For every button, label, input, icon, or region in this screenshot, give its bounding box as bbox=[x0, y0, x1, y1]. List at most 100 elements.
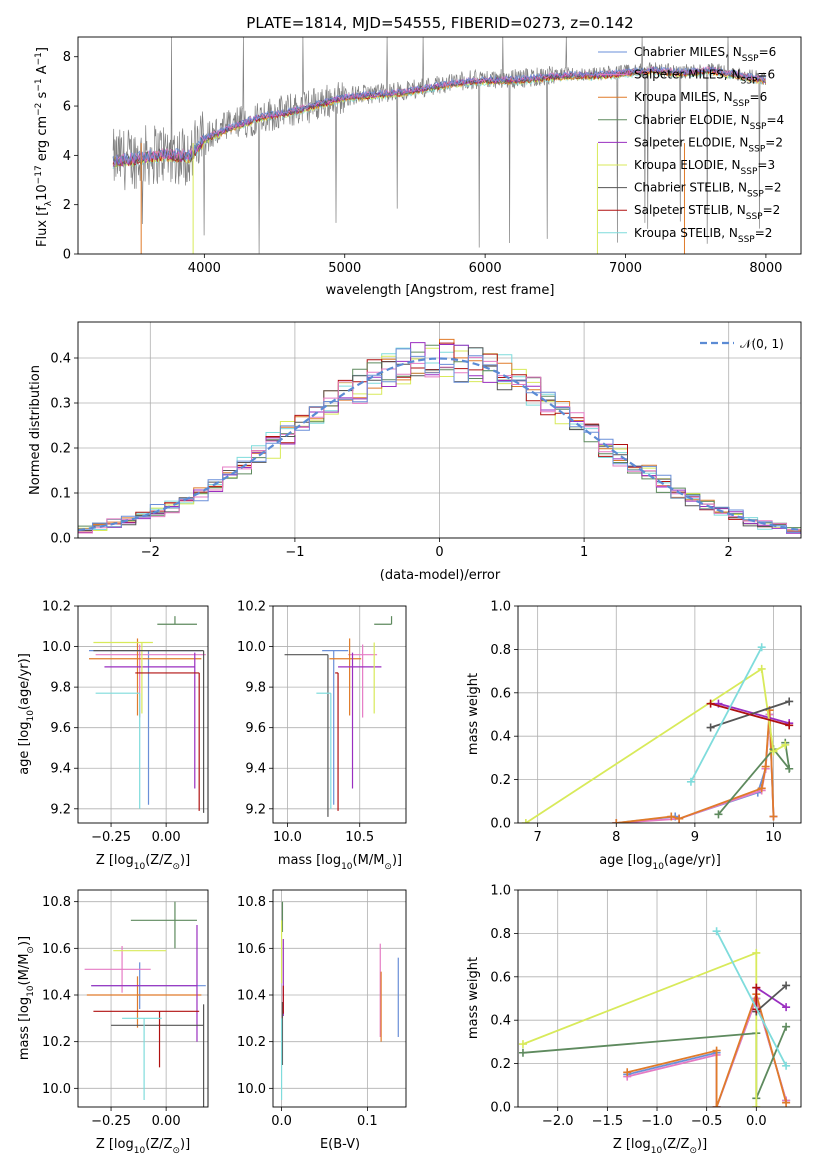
x-tick-label: 0 bbox=[435, 545, 443, 560]
plot-area-mass_vs_ebv bbox=[273, 890, 406, 1107]
y-tick-label: 10.2 bbox=[42, 1035, 71, 1050]
axes-frame bbox=[272, 605, 407, 824]
series-marker-kroupa_elodie bbox=[781, 740, 790, 749]
axes-frame bbox=[77, 36, 802, 255]
series-marker-kroupa_miles bbox=[769, 812, 778, 821]
plot-area-spectrum bbox=[112, 37, 766, 254]
y-tick-label: 9.6 bbox=[245, 721, 266, 736]
histogram-chabrier_miles bbox=[78, 348, 801, 533]
model-spectrum-chabrier_miles bbox=[112, 66, 766, 166]
series-marker-chabrier_stelib bbox=[785, 697, 794, 706]
x-axis-label-part: 10 bbox=[652, 862, 664, 872]
histogram-salpeter_elodie bbox=[78, 342, 801, 534]
series-marker-kroupa_elodie bbox=[769, 747, 778, 756]
y-tick-label: 8 bbox=[63, 50, 71, 65]
y-axis-label: mass [log10(M/M⊙)] bbox=[17, 936, 36, 1060]
y-tick-label: 10.8 bbox=[237, 895, 266, 910]
y-tick-label: 0.4 bbox=[490, 730, 511, 745]
y-axis-label-part: ⊙ bbox=[26, 946, 36, 954]
axes-age_vs_mass: 10.0 10.5 9.2 9.4 9.6 9.8 10.0 10.2 bbox=[237, 600, 407, 845]
series-line-kroupa_stelib bbox=[690, 646, 763, 783]
plot-area-age_vs_mass bbox=[273, 606, 406, 823]
y-axis-label-part: 10 bbox=[26, 710, 36, 722]
y-tick-label: 10.6 bbox=[42, 942, 71, 957]
y-tick-label: 0.8 bbox=[490, 643, 511, 658]
x-axis-label: Z [log10(Z/Z⊙)] bbox=[96, 1137, 190, 1156]
legend-label-part: Kroupa MILES, N bbox=[634, 90, 733, 104]
legend-label-part: Chabrier STELIB, N bbox=[634, 181, 747, 195]
y-tick-label: 10.8 bbox=[42, 895, 71, 910]
y-axis-label-part: ] bbox=[35, 47, 50, 52]
y-tick-label: 9.2 bbox=[245, 802, 266, 817]
legend-label: Salpeter MILES, NSSP=6 bbox=[634, 68, 775, 87]
y-tick-label: 9.6 bbox=[50, 721, 71, 736]
y-tick-label: 10.4 bbox=[237, 989, 266, 1004]
plot-area-mass_vs_z bbox=[78, 890, 208, 1107]
series-marker-kroupa_elodie bbox=[752, 1103, 761, 1107]
legend-label-part: =4 bbox=[766, 113, 784, 127]
x-tick-label: 0.0 bbox=[271, 1114, 292, 1129]
y-tick-label: 0.6 bbox=[490, 686, 511, 701]
y-tick-label: 0.4 bbox=[490, 1014, 511, 1029]
series-marker-kroupa_miles bbox=[623, 1068, 632, 1077]
x-tick-label: 7000 bbox=[609, 261, 642, 276]
x-axis-label: Z [log10(Z/Z⊙)] bbox=[96, 853, 190, 872]
legend-label: Salpeter STELIB, NSSP=2 bbox=[634, 203, 780, 222]
series-marker-chabrier_elodie bbox=[782, 1022, 791, 1031]
y-axis-label-part: 10 bbox=[26, 985, 36, 997]
legend-label-part: SSP bbox=[750, 122, 767, 132]
series-line-kroupa_miles bbox=[626, 991, 787, 1107]
y-axis-label: Flux [fλ10−17 erg cm−2 s−1 A−1] bbox=[34, 47, 54, 247]
legend-label-part: =6 bbox=[757, 68, 775, 82]
chart-title: PLATE=1814, MJD=54555, FIBERID=0273, z=0… bbox=[246, 14, 633, 32]
y-tick-label: 9.4 bbox=[50, 762, 71, 777]
axes-age_vs_z: −0.25 0.00 9.2 9.4 9.6 9.8 10.0 10.2 bbox=[42, 600, 209, 845]
y-tick-label: 0.2 bbox=[490, 1057, 511, 1072]
y-axis-label-part: Flux [f bbox=[35, 206, 50, 247]
y-tick-label: 1.0 bbox=[490, 884, 511, 899]
legend-label-part: Salpeter STELIB, N bbox=[634, 203, 746, 217]
series-marker-chabrier_elodie bbox=[714, 810, 723, 819]
series-marker-kroupa_elodie bbox=[752, 948, 761, 957]
y-axis-label-part: A bbox=[35, 65, 50, 78]
axes-mass_vs_ebv: 0.0 0.1 10.0 10.2 10.4 10.6 10.8 bbox=[237, 889, 407, 1129]
legend-label-part: SSP bbox=[741, 167, 758, 177]
y-axis-label-part: −2 bbox=[34, 103, 44, 116]
y-tick-label: 0.0 bbox=[490, 1101, 511, 1116]
legend-label-part: SSP bbox=[748, 144, 765, 154]
y-tick-label: 10.0 bbox=[42, 640, 71, 655]
y-tick-label: 0.0 bbox=[50, 532, 71, 547]
x-axis-label-part: 10 bbox=[341, 862, 353, 872]
y-tick-label: 0.8 bbox=[490, 927, 511, 942]
legend-label: Chabrier STELIB, NSSP=2 bbox=[634, 181, 782, 200]
legend-label-part: =2 bbox=[755, 226, 773, 240]
x-tick-label: 0.0 bbox=[746, 1114, 767, 1129]
x-axis-label-part: )] bbox=[180, 1137, 190, 1152]
series-marker-kroupa_stelib bbox=[757, 643, 766, 652]
series-marker-kroupa_miles bbox=[712, 1046, 721, 1055]
x-tick-label: −1 bbox=[285, 545, 304, 560]
series-marker-salpeter_stelib bbox=[785, 721, 794, 730]
x-tick-label: 8000 bbox=[749, 261, 782, 276]
series-marker-kroupa_stelib bbox=[712, 927, 721, 936]
legend-label-part: =6 bbox=[759, 45, 777, 59]
legend-label-part: SSP bbox=[742, 54, 759, 64]
legend-label-part: =6 bbox=[750, 90, 768, 104]
legend-label-part: SSP bbox=[741, 77, 758, 87]
x-axis-label: Z [log10(Z/Z⊙)] bbox=[613, 1137, 707, 1156]
series-marker-kroupa_stelib bbox=[782, 1061, 791, 1070]
y-axis-label-part: mass [log bbox=[17, 997, 32, 1060]
x-tick-label: 10.0 bbox=[273, 830, 302, 845]
axes-frame bbox=[272, 889, 407, 1108]
x-tick-label: −0.25 bbox=[91, 830, 131, 845]
series-line-kroupa_elodie bbox=[525, 667, 786, 823]
series-marker-chabrier_elodie bbox=[518, 1048, 527, 1057]
x-axis-label-part: (Z/Z bbox=[145, 1137, 172, 1152]
legend-label-part: Kroupa ELODIE, N bbox=[634, 158, 741, 172]
plot-area-weight_vs_z bbox=[518, 890, 801, 1107]
legend-label-part: Chabrier ELODIE, N bbox=[634, 113, 750, 127]
legend-label: 𝒩(0, 1) bbox=[740, 337, 784, 351]
y-axis-label-part: −17 bbox=[34, 165, 44, 184]
x-tick-label: 0.1 bbox=[357, 1114, 378, 1129]
y-tick-label: 0.1 bbox=[50, 487, 71, 502]
